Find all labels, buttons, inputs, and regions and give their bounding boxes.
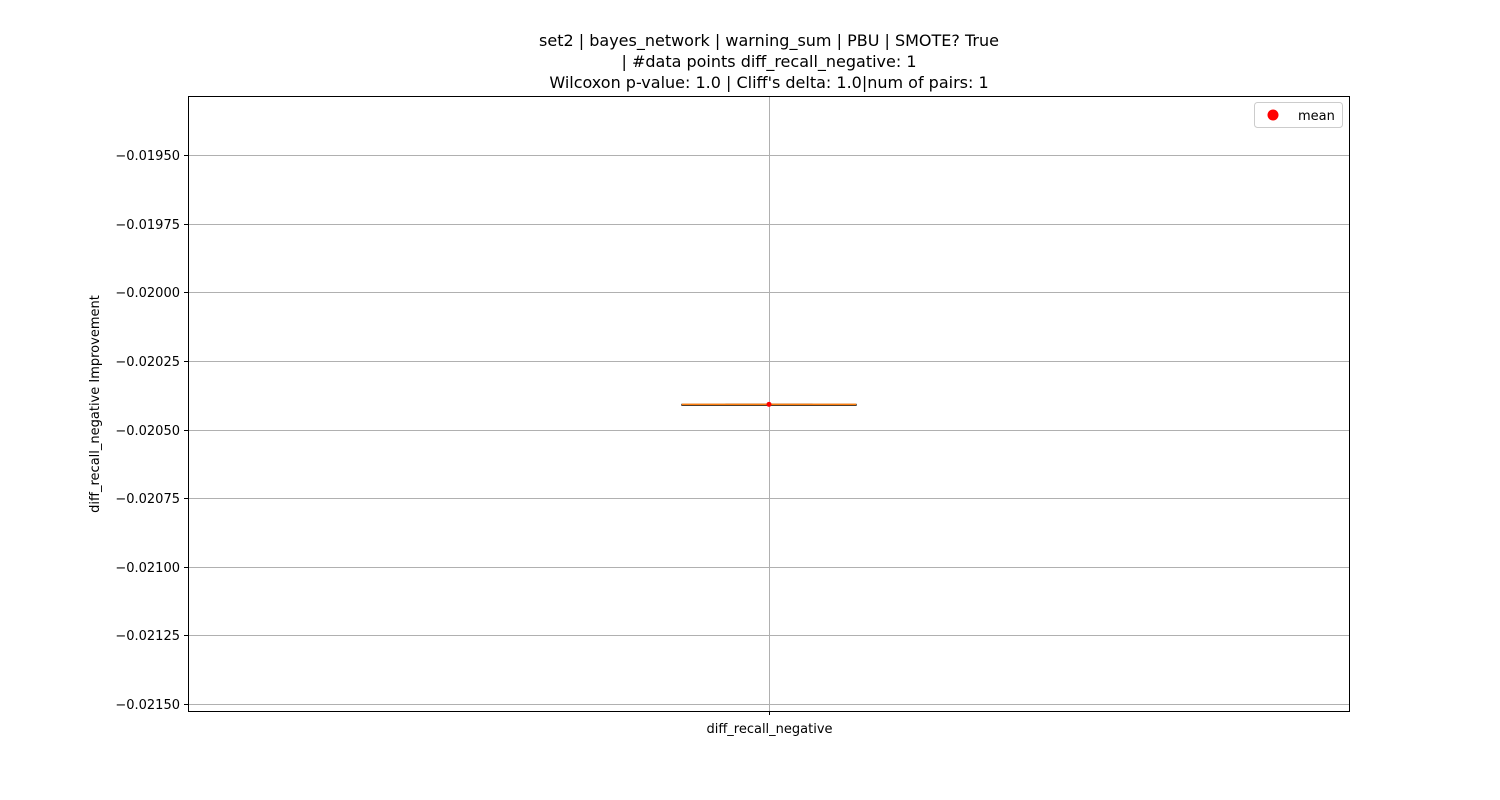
y-tick-label: −0.02125 — [115, 629, 180, 644]
y-tick-label: −0.02025 — [115, 355, 180, 370]
y-tick-label: −0.02150 — [115, 698, 180, 713]
title-line-3: Wilcoxon p-value: 1.0 | Cliff's delta: 1… — [549, 73, 988, 92]
y-tick-label: −0.02050 — [115, 424, 180, 439]
title-line-2: | #data points diff_recall_negative: 1 — [621, 52, 916, 72]
box-plots — [681, 401, 857, 407]
y-tick-label: −0.02100 — [115, 561, 180, 576]
y-axis-ticks: −0.01950 −0.01975 −0.02000 −0.02025 −0.02050… — [115, 149, 188, 713]
x-axis-ticks: diff_recall_negative — [706, 711, 833, 737]
legend-mean-label: mean — [1298, 109, 1335, 124]
legend-mean-marker — [1267, 109, 1279, 121]
legend-frame — [1254, 102, 1343, 128]
legend: mean — [1254, 102, 1343, 128]
grid — [188, 96, 1350, 711]
x-tick-label: diff_recall_negative — [706, 722, 832, 737]
mean-point — [766, 401, 772, 407]
y-tick-label: −0.02000 — [115, 286, 180, 301]
y-tick-label: −0.02075 — [115, 492, 180, 507]
y-tick-label: −0.01975 — [115, 218, 180, 233]
plot-frame — [188, 96, 1350, 712]
y-axis-label: diff_recall_negative Improvement — [88, 295, 103, 513]
chart-title: set2 | bayes_network | warning_sum | PBU… — [539, 31, 999, 92]
title-line-1: set2 | bayes_network | warning_sum | PBU… — [539, 31, 999, 51]
y-tick-label: −0.01950 — [115, 149, 180, 164]
